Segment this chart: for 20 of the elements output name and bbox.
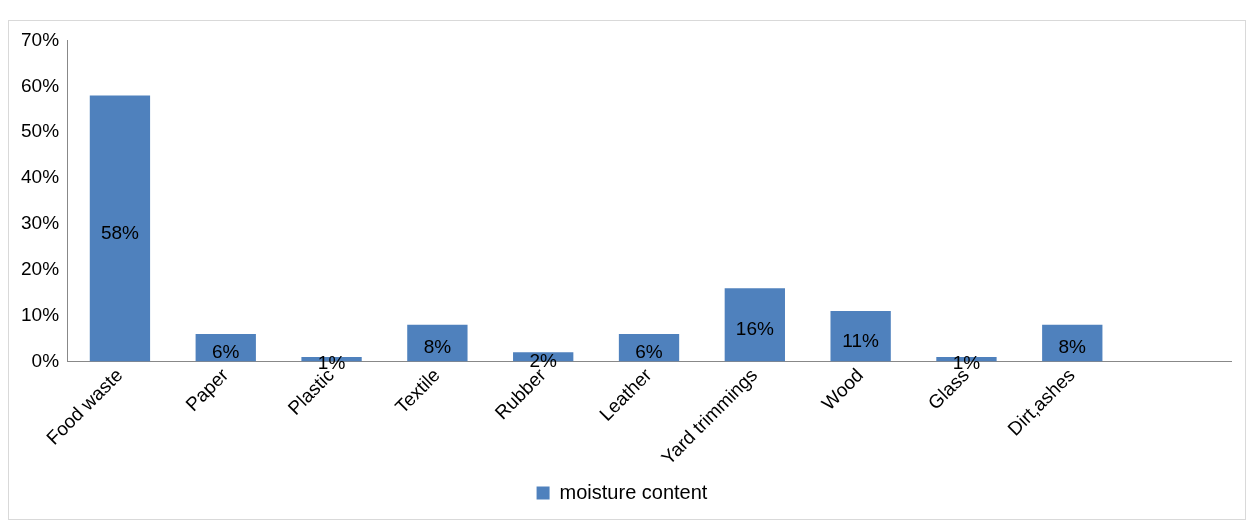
bar xyxy=(724,288,785,362)
bar xyxy=(407,324,468,362)
y-tick-label: 0% xyxy=(31,349,60,371)
y-tick-label: 20% xyxy=(21,258,60,280)
y-tick-label: 60% xyxy=(21,74,60,96)
y-tick-label: 70% xyxy=(21,28,60,50)
data-label: 8% xyxy=(423,336,452,358)
data-label: 58% xyxy=(100,221,140,243)
legend-label: moisture content xyxy=(559,480,708,503)
data-label: 11% xyxy=(842,329,880,351)
data-label: 6% xyxy=(212,341,240,363)
data-label: 6% xyxy=(635,341,663,363)
y-tick-label: 50% xyxy=(21,120,60,142)
y-tick-label: 40% xyxy=(21,166,60,188)
bar xyxy=(830,311,891,362)
data-label: 8% xyxy=(1058,336,1087,358)
y-tick-label: 10% xyxy=(21,303,60,325)
bar xyxy=(89,95,151,362)
y-tick-label: 30% xyxy=(21,212,60,234)
data-label: 16% xyxy=(735,318,774,340)
